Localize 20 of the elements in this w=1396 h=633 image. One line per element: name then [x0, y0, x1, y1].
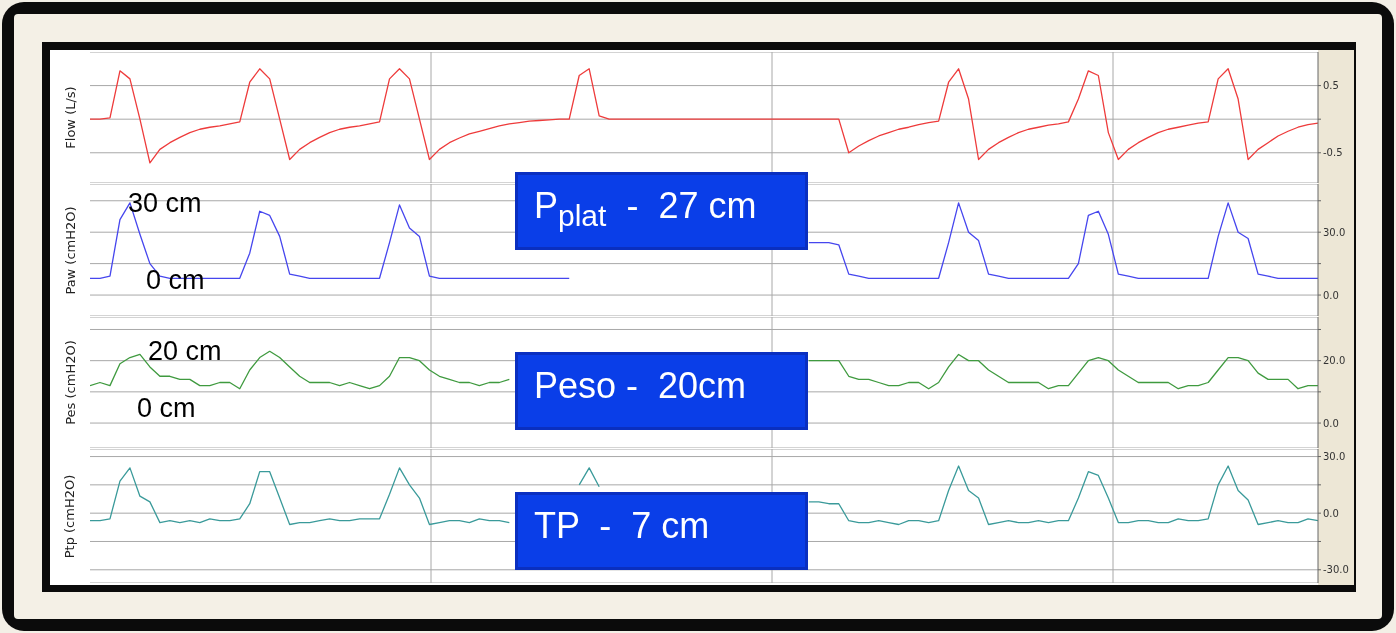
- y-tick-label: 0.0: [1323, 417, 1339, 429]
- y-axis-title: Pes (cmH2O): [62, 340, 78, 425]
- y-tick-label: 30.0: [1323, 451, 1346, 463]
- y-axis-title: Ptp (cmH2O): [62, 474, 78, 558]
- y-tick-label: 20.0: [1323, 355, 1346, 367]
- line-series: [90, 68, 1318, 164]
- y-tick-label: -30.0: [1323, 564, 1349, 576]
- annotation: TP - 7 cm: [515, 492, 808, 570]
- y-tick-label: 0.5: [1323, 80, 1339, 92]
- y-tick-label: 30.0: [1323, 226, 1346, 238]
- y-tick-label: 0.0: [1323, 289, 1339, 301]
- y-tick-label: -0.5: [1323, 147, 1343, 159]
- y-axis-title: Flow (L/s): [62, 86, 78, 149]
- annotation: Peso - 20cm: [515, 352, 808, 430]
- annotation: 20 cm: [148, 336, 222, 367]
- y-axis-title: Paw (cmH2O): [62, 205, 78, 295]
- annotation: 0 cm: [137, 393, 196, 424]
- annotation: 30 cm: [128, 188, 202, 219]
- annotation: P$_{plat}$ - 27 cm: [515, 172, 808, 250]
- y-tick-label: 0.0: [1323, 507, 1339, 519]
